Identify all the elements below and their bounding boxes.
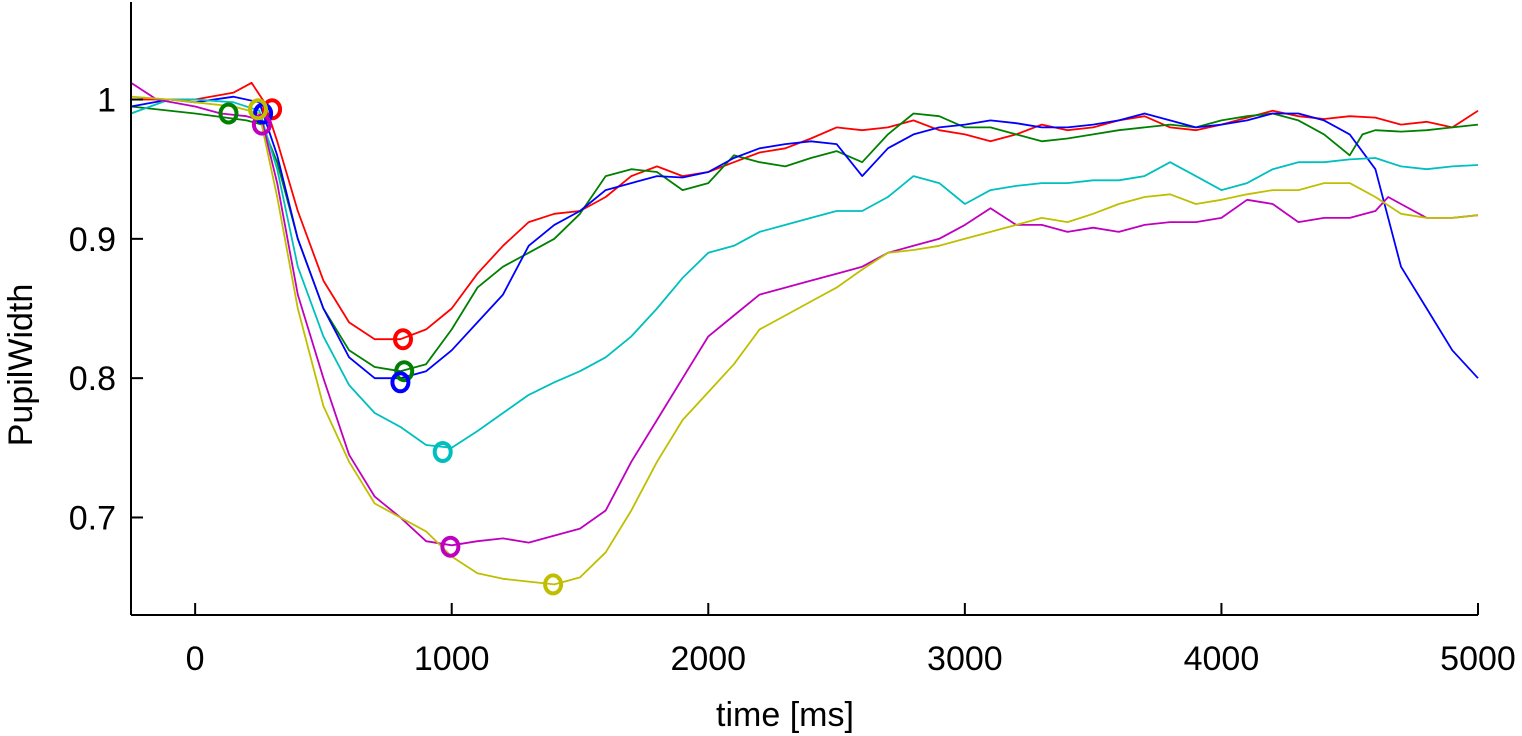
series-2-marker-1: [218, 102, 239, 125]
x-tick-label-0: 0: [186, 640, 205, 678]
series-line-1: [131, 81, 1479, 341]
marker-layer: [218, 98, 564, 596]
series-2-marker-2: [394, 360, 415, 383]
series-5-marker-2: [440, 535, 461, 558]
y-tick-label-1: 0.8: [69, 360, 116, 398]
y-axis-title: PupilWidth: [2, 284, 40, 447]
x-tick-label-1: 1000: [414, 640, 490, 678]
series-line-5: [130, 82, 1479, 547]
series-6-marker-1: [248, 98, 268, 121]
x-tick-label-4: 4000: [1184, 640, 1260, 678]
axes-layer: 0 1000 2000 3000 4000 5000 0.7 0.8 0.9 1: [69, 2, 1516, 678]
x-tick-label-3: 3000: [927, 640, 1003, 678]
series-line-4: [130, 98, 1479, 449]
y-tick-label-3: 1: [97, 82, 116, 120]
x-tick-label-5: 5000: [1440, 640, 1516, 678]
series-line-6: [130, 95, 1479, 586]
x-tick-label-2: 2000: [670, 640, 746, 678]
series-6-marker-2: [543, 573, 564, 596]
series-3-marker-2: [390, 371, 411, 394]
series-layer: [130, 81, 1479, 586]
series-line-2: [130, 105, 1479, 373]
series-4-marker-1: [432, 441, 453, 463]
x-axis-title: time [ms]: [716, 696, 854, 734]
y-tick-label-2: 0.9: [69, 221, 116, 259]
series-line-3: [130, 95, 1479, 380]
series-1-marker-2: [393, 328, 413, 351]
y-tick-label-0: 0.7: [69, 499, 116, 537]
